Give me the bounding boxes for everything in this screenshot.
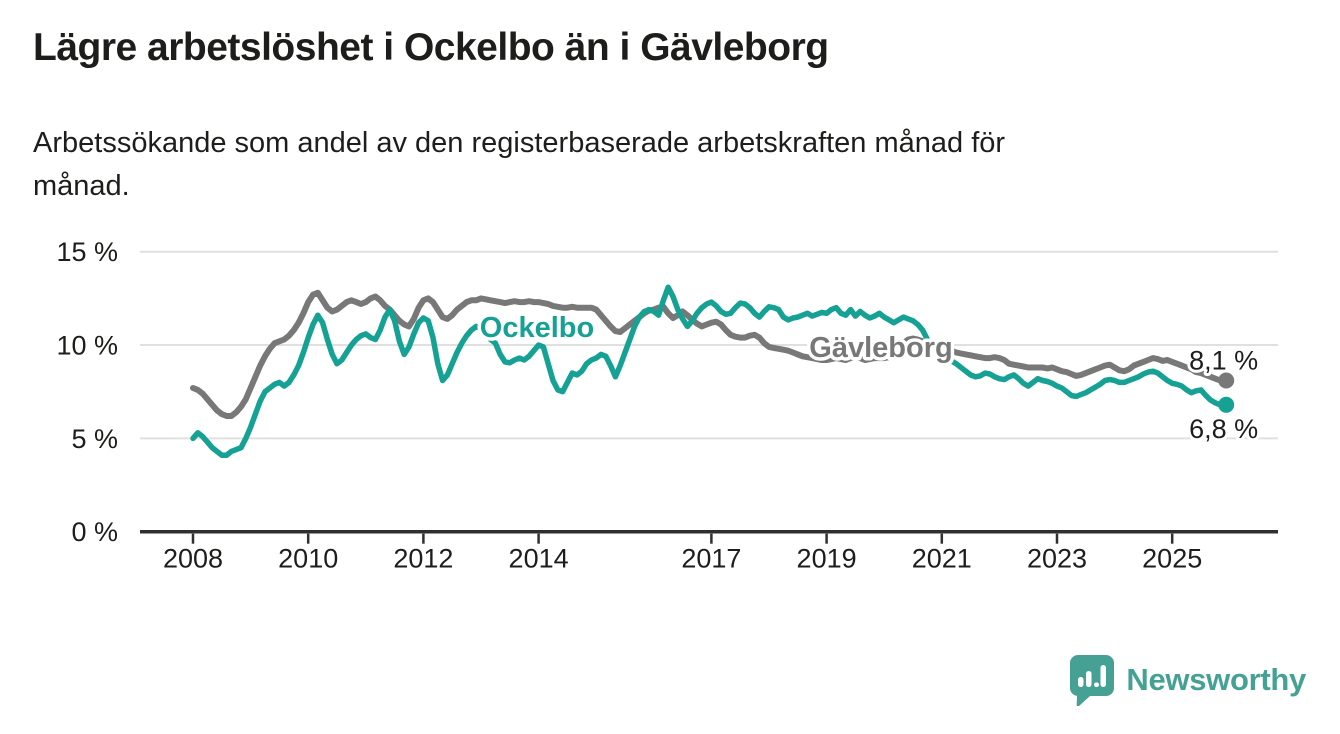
logo-bar-dot — [1094, 682, 1100, 687]
end-dot-gävleborg — [1218, 372, 1235, 389]
chart-title: Lägre arbetslöshet i Ockelbo än i Gävleb… — [33, 26, 829, 69]
y-axis-label-15: 15 % — [56, 237, 118, 267]
end-value-label-ockelbo: 6,8 % — [1189, 414, 1258, 444]
chart-subtitle-line2: månad. — [33, 170, 130, 202]
newsworthy-logo-icon — [1070, 655, 1115, 706]
series-line-gävleborg — [190, 289, 1224, 419]
logo-bar-2 — [1086, 671, 1092, 687]
logo-speech-bubble — [1070, 655, 1115, 706]
series-label-gävleborg: Gävleborg — [809, 332, 952, 364]
x-axis-label-2010: 2010 — [278, 544, 338, 574]
x-axis-label-2017: 2017 — [681, 544, 741, 574]
series-line-ockelbo — [190, 284, 1223, 458]
chart-subtitle: Arbetssökande som andel av den registerb… — [33, 122, 1005, 208]
x-axis-label-2023: 2023 — [1027, 544, 1087, 574]
x-axis-label-2014: 2014 — [509, 544, 569, 574]
newsworthy-logo-text: Newsworthy — [1126, 662, 1306, 697]
end-dot-ockelbo — [1218, 396, 1235, 413]
y-axis-label-0: 0 % — [71, 517, 118, 547]
newsworthy-logo: Newsworthy — [1069, 654, 1306, 706]
logo-bar-1 — [1078, 677, 1084, 687]
x-axis-label-2012: 2012 — [393, 544, 453, 574]
x-axis-label-2008: 2008 — [163, 544, 223, 574]
chart-subtitle-line1: Arbetssökande som andel av den registerb… — [33, 127, 1006, 159]
x-axis-label-2021: 2021 — [912, 544, 972, 574]
y-axis-label-5: 5 % — [71, 424, 118, 454]
logo-bar-3 — [1100, 665, 1107, 687]
y-axis-label-10: 10 % — [56, 331, 118, 361]
series-label-ockelbo: Ockelbo — [480, 312, 594, 344]
line-chart: 15 % 10 % 5 % 0 % 2008 2010 2012 2014 2017 2019 20… — [56, 237, 1278, 574]
end-value-label-gävleborg: 8,1 % — [1189, 346, 1258, 376]
x-axis-label-2019: 2019 — [797, 544, 857, 574]
x-axis-label-2025: 2025 — [1142, 544, 1202, 574]
